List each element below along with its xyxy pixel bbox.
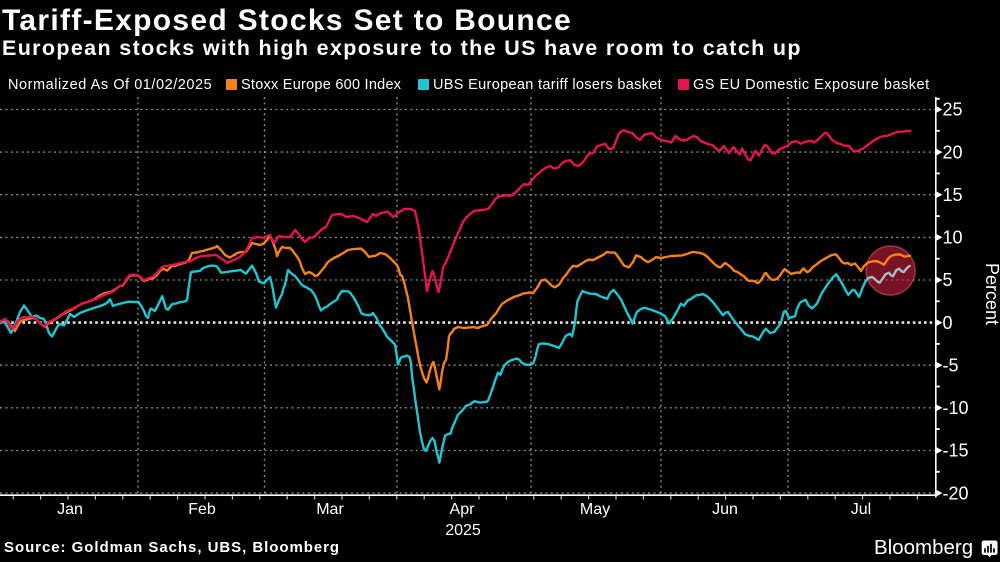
svg-text:-5: -5 [943,355,959,375]
svg-text:5: 5 [943,270,953,290]
svg-text:15: 15 [943,185,963,205]
svg-text:Apr: Apr [450,501,476,518]
svg-text:25: 25 [943,100,963,120]
svg-text:Jul: Jul [851,501,871,518]
svg-text:20: 20 [943,142,963,162]
svg-text:Percent: Percent [982,263,1000,325]
svg-text:Jun: Jun [712,501,738,518]
svg-text:-10: -10 [943,398,969,418]
svg-text:-15: -15 [943,441,969,461]
svg-text:May: May [580,501,610,518]
svg-text:2025: 2025 [445,522,481,539]
svg-text:0: 0 [943,313,953,333]
svg-text:Mar: Mar [316,501,344,518]
svg-text:Feb: Feb [188,501,216,518]
svg-text:Jan: Jan [57,501,83,518]
svg-text:10: 10 [943,228,963,248]
svg-text:-20: -20 [943,483,969,503]
